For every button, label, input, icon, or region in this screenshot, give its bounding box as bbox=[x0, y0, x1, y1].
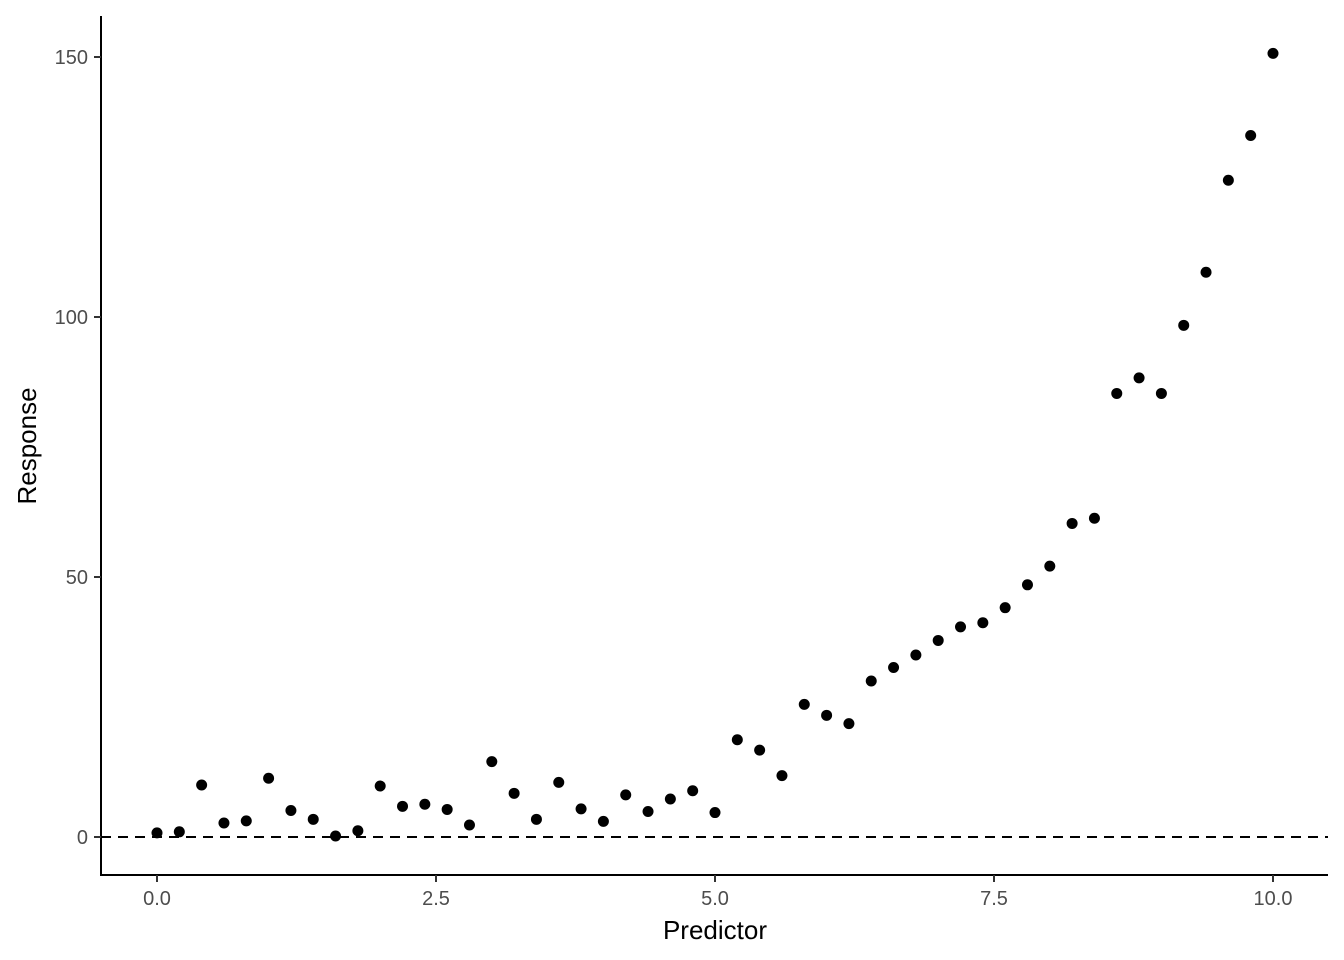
data-point bbox=[664, 793, 676, 805]
data-point bbox=[932, 634, 944, 646]
data-point bbox=[1200, 266, 1212, 278]
data-point bbox=[1245, 130, 1257, 142]
data-point bbox=[1066, 517, 1078, 529]
data-point bbox=[597, 815, 609, 827]
axes: 0.0 2.5 5.0 7.5 10.0 0 50 100 150 bbox=[55, 16, 1328, 910]
y-axis-title: Response bbox=[12, 387, 42, 504]
data-point bbox=[620, 789, 632, 801]
data-point bbox=[374, 780, 386, 792]
data-point bbox=[1222, 174, 1234, 186]
x-tick-label: 0.0 bbox=[143, 888, 171, 910]
data-point bbox=[687, 785, 699, 797]
x-tick-label: 7.5 bbox=[980, 888, 1008, 910]
data-point bbox=[1267, 47, 1279, 59]
y-tick-label: 50 bbox=[66, 567, 88, 589]
data-point bbox=[955, 621, 967, 633]
data-point bbox=[1133, 372, 1145, 384]
y-tick-label: 150 bbox=[55, 47, 88, 69]
data-point bbox=[463, 819, 475, 831]
data-points bbox=[151, 47, 1279, 842]
data-point bbox=[151, 827, 163, 839]
data-point bbox=[798, 698, 810, 710]
data-point bbox=[173, 826, 185, 838]
data-point bbox=[240, 815, 252, 827]
data-point bbox=[999, 602, 1011, 614]
data-point bbox=[196, 779, 208, 791]
x-axis-title: Predictor bbox=[663, 915, 767, 945]
data-point bbox=[397, 800, 409, 812]
data-point bbox=[218, 817, 230, 829]
y-tick-label: 0 bbox=[77, 827, 88, 849]
y-tick-label: 100 bbox=[55, 307, 88, 329]
data-point bbox=[1021, 579, 1033, 591]
data-point bbox=[642, 806, 654, 818]
data-point bbox=[419, 798, 431, 810]
data-point bbox=[1044, 560, 1056, 572]
data-point bbox=[1111, 387, 1123, 399]
data-point bbox=[910, 649, 922, 661]
data-point bbox=[754, 744, 766, 756]
data-point bbox=[843, 718, 855, 730]
data-point bbox=[352, 825, 364, 837]
data-point bbox=[776, 770, 788, 782]
data-point bbox=[709, 807, 721, 819]
data-point bbox=[330, 830, 342, 842]
data-point bbox=[1088, 512, 1100, 524]
data-point bbox=[441, 803, 453, 815]
data-point bbox=[285, 804, 297, 816]
x-tick-label: 10.0 bbox=[1254, 888, 1293, 910]
data-point bbox=[977, 617, 989, 629]
data-point bbox=[865, 675, 877, 687]
data-point bbox=[508, 787, 520, 799]
x-tick-label: 2.5 bbox=[422, 888, 450, 910]
x-tick-label: 5.0 bbox=[701, 888, 729, 910]
data-point bbox=[1178, 319, 1190, 331]
data-point bbox=[263, 772, 275, 784]
data-point bbox=[821, 709, 833, 721]
data-point bbox=[553, 776, 565, 788]
data-point bbox=[530, 813, 542, 825]
data-point bbox=[888, 661, 900, 673]
data-point bbox=[575, 803, 587, 815]
data-point bbox=[731, 734, 743, 746]
data-point bbox=[1155, 387, 1167, 399]
data-point bbox=[307, 813, 319, 825]
data-point bbox=[486, 756, 498, 768]
